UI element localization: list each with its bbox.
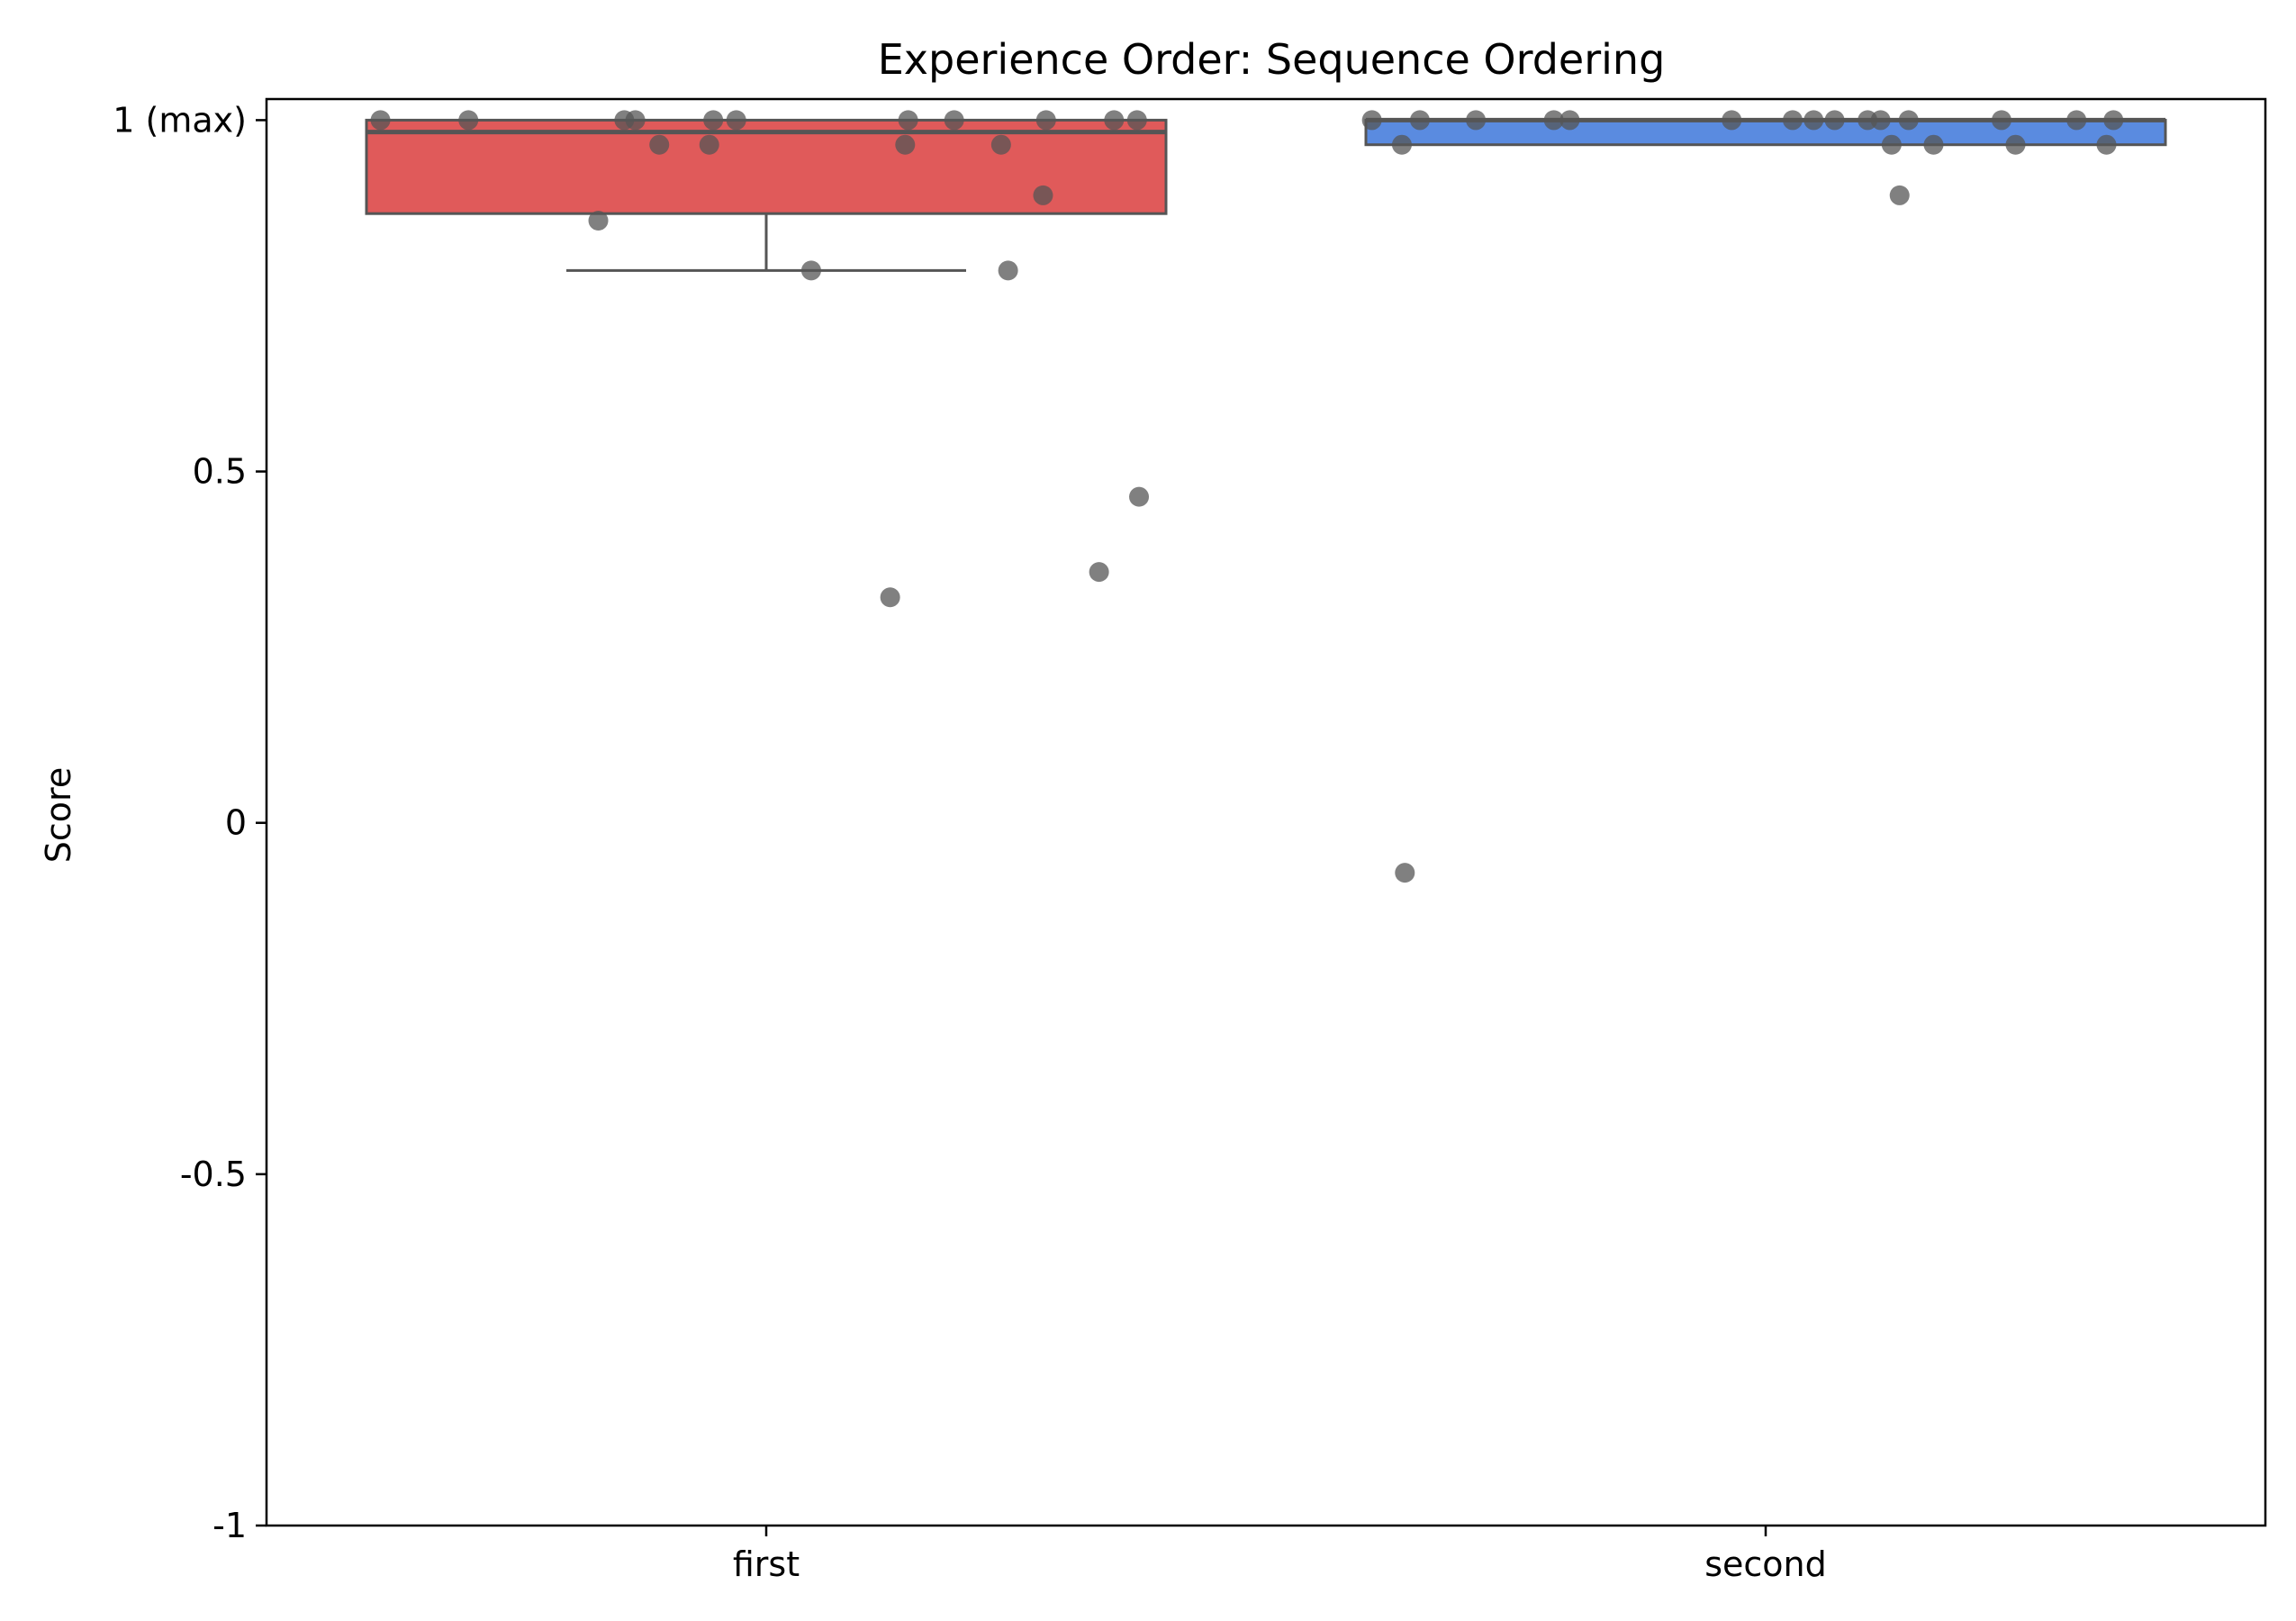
plot-area-frame	[265, 97, 2267, 1527]
y-tick-label: 0	[225, 803, 247, 843]
data-point	[1409, 110, 1430, 131]
data-point	[588, 210, 609, 231]
data-point	[2103, 110, 2124, 131]
box-body-first	[365, 118, 1168, 215]
data-point	[625, 110, 646, 131]
data-point	[1543, 110, 1564, 131]
data-point	[1898, 110, 1919, 131]
data-point	[458, 110, 479, 131]
data-point	[880, 587, 900, 608]
data-point	[1870, 110, 1891, 131]
data-point	[699, 134, 719, 155]
data-point	[649, 134, 670, 155]
data-point	[1824, 110, 1845, 131]
box-body-second	[1364, 118, 2167, 147]
data-point	[1126, 110, 1147, 131]
data-point	[1923, 134, 1944, 155]
data-point	[944, 110, 964, 131]
data-point	[1559, 110, 1580, 131]
data-point	[895, 134, 916, 155]
data-point	[990, 134, 1011, 155]
data-point	[1104, 110, 1125, 131]
data-point	[1033, 185, 1053, 205]
box-second	[1364, 117, 2167, 147]
box-first	[365, 118, 1168, 272]
x-tick-label-second: second	[1704, 1544, 1827, 1584]
data-point	[2066, 110, 2087, 131]
data-point	[1889, 185, 1910, 205]
data-point	[1782, 110, 1803, 131]
data-point	[1803, 110, 1824, 131]
data-point	[2005, 134, 2026, 155]
data-point	[1035, 110, 1056, 131]
data-point	[1722, 110, 1742, 131]
data-point	[1361, 110, 1382, 131]
data-point	[1129, 486, 1150, 507]
data-point	[726, 110, 746, 131]
data-point	[703, 110, 724, 131]
data-point	[1391, 134, 1412, 155]
y-tick-label: -0.5	[180, 1155, 247, 1194]
data-point	[1089, 562, 1109, 583]
data-point	[1881, 134, 1902, 155]
data-point	[898, 110, 918, 131]
y-tick-label: -1	[212, 1506, 247, 1545]
data-point	[2096, 134, 2117, 155]
boxes-layer	[365, 117, 2167, 272]
y-axis-ticks: 1 (max) 0.5 0 -0.5 -1	[113, 100, 267, 1545]
data-point	[1466, 110, 1487, 131]
x-tick-label-first: first	[733, 1544, 800, 1584]
data-point	[998, 260, 1018, 281]
data-point	[1991, 110, 2011, 131]
data-point	[1395, 863, 1415, 883]
y-tick-label: 0.5	[193, 452, 247, 492]
data-point	[370, 110, 391, 131]
y-tick-label: 1 (max)	[113, 100, 247, 140]
chart-title: Experience Order: Sequence Ordering	[878, 35, 1666, 84]
y-axis-label: Score	[39, 767, 78, 863]
data-point	[800, 260, 821, 281]
points-layer	[370, 110, 2124, 883]
x-axis-ticks: first second	[733, 1526, 1827, 1584]
